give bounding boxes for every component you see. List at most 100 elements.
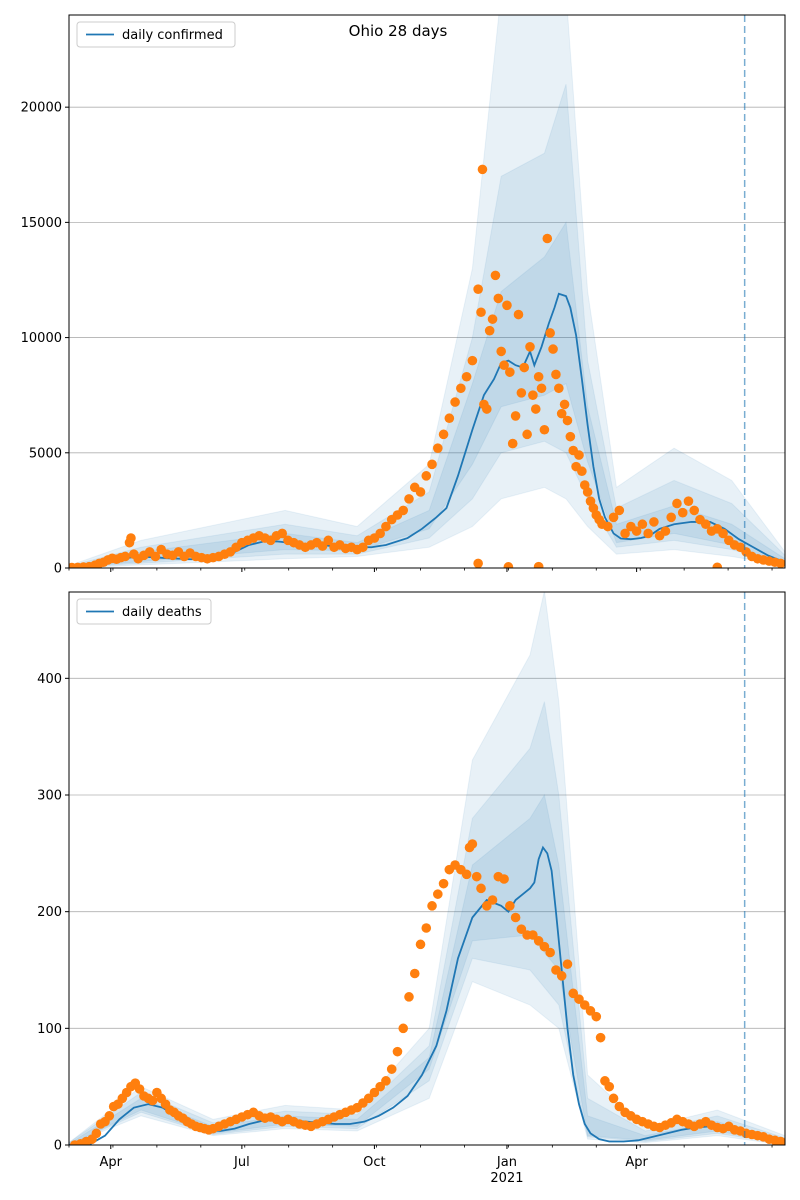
- observed-point: [490, 270, 501, 281]
- observed-point: [415, 939, 426, 950]
- x-tick-label: Apr: [625, 1155, 648, 1170]
- observed-point: [525, 342, 535, 352]
- observed-point: [386, 1064, 397, 1074]
- y-tick-label: 10000: [21, 331, 62, 346]
- plot-frame: [68, 591, 786, 1146]
- observed-point: [277, 528, 288, 539]
- x-tick-label: Apr: [100, 1155, 123, 1170]
- observed-point: [604, 1081, 615, 1092]
- observed-point: [438, 429, 449, 440]
- observed-point: [683, 496, 694, 506]
- observed-point: [554, 383, 564, 394]
- observed-point: [510, 411, 521, 421]
- observed-point: [533, 371, 544, 382]
- legend-box: [76, 598, 212, 625]
- observed-point: [126, 533, 136, 543]
- observed-point: [516, 924, 527, 934]
- observed-point: [505, 901, 515, 911]
- observed-point: [533, 561, 544, 568]
- y-tick-label: 300: [37, 789, 62, 804]
- observed-point: [545, 947, 555, 958]
- observed-point: [530, 404, 541, 414]
- observed-point: [404, 494, 414, 504]
- observed-point: [577, 466, 587, 477]
- observed-point: [481, 404, 492, 414]
- observed-point: [595, 1032, 606, 1043]
- legend-box: [76, 21, 236, 48]
- observed-point: [614, 1101, 625, 1112]
- observed-point: [120, 551, 130, 562]
- observed-point: [562, 959, 573, 969]
- observed-point: [363, 1093, 374, 1104]
- observed-point: [104, 1111, 115, 1121]
- observed-point: [643, 528, 653, 539]
- observed-point: [433, 889, 443, 899]
- observed-point: [548, 344, 558, 354]
- observed-point: [718, 528, 728, 539]
- observed-point: [603, 521, 613, 532]
- observed-point: [542, 233, 553, 244]
- observed-point: [608, 1093, 619, 1104]
- observed-point: [545, 328, 555, 338]
- observed-point: [585, 1006, 596, 1016]
- observed-point: [582, 487, 593, 497]
- observed-point: [381, 521, 391, 532]
- observed-point: [461, 371, 472, 382]
- observed-point: [533, 936, 544, 946]
- observed-point: [476, 883, 486, 894]
- deaths-chart: 0 100 200 300 400 daily deaths: [37, 591, 786, 1154]
- observed-point: [444, 413, 455, 424]
- observed-point: [556, 971, 567, 981]
- observed-point: [427, 459, 437, 470]
- observed-point: [579, 1000, 590, 1010]
- observed-point: [522, 429, 532, 440]
- observed-point: [556, 408, 567, 419]
- plot-frame: [68, 14, 786, 569]
- observed-point: [614, 505, 625, 516]
- observed-point: [503, 562, 514, 568]
- model-line: [69, 292, 785, 568]
- observed-point: [450, 397, 460, 407]
- observed-point: [487, 314, 498, 324]
- observed-point: [516, 388, 527, 398]
- observed-point: [134, 1084, 145, 1094]
- observed-point: [519, 362, 530, 373]
- observed-point: [507, 438, 518, 449]
- observed-point: [700, 519, 711, 530]
- observed-point: [559, 399, 570, 410]
- observed-point: [477, 164, 488, 175]
- y-tick-label: 5000: [29, 446, 62, 461]
- observed-point: [487, 895, 498, 905]
- observed-point: [631, 526, 642, 536]
- legend-label: daily deaths: [122, 605, 202, 620]
- observed-point: [375, 1081, 385, 1092]
- uncertainty-band: [69, 701, 785, 1145]
- uncertainty-band: [69, 83, 785, 568]
- observed-point: [481, 901, 492, 911]
- observed-point: [381, 1076, 391, 1086]
- observed-point: [574, 450, 584, 460]
- observed-point: [438, 878, 449, 889]
- y-tick-label: 0: [54, 1139, 62, 1154]
- observed-point: [323, 535, 334, 546]
- observed-point: [620, 528, 630, 539]
- observed-point: [147, 1095, 158, 1106]
- observed-point: [467, 839, 478, 849]
- observed-point: [536, 383, 547, 394]
- x-tick-label: Oct: [363, 1155, 385, 1170]
- observed-point: [398, 1023, 409, 1034]
- observed-point: [398, 505, 409, 516]
- legend-label: daily confirmed: [122, 28, 223, 43]
- observed-point: [496, 346, 506, 357]
- observed-point: [502, 300, 512, 311]
- observed-point: [574, 994, 584, 1004]
- observed-point: [775, 558, 785, 568]
- observed-point: [375, 528, 385, 539]
- model-line: [69, 845, 785, 1145]
- confirmed-chart: 0 5000 10000 15000 20000 daily confirmed: [21, 14, 786, 577]
- observed-point: [513, 309, 524, 320]
- observed-point: [415, 487, 426, 497]
- observed-point: [510, 912, 521, 923]
- y-tick-label: 20000: [21, 101, 62, 116]
